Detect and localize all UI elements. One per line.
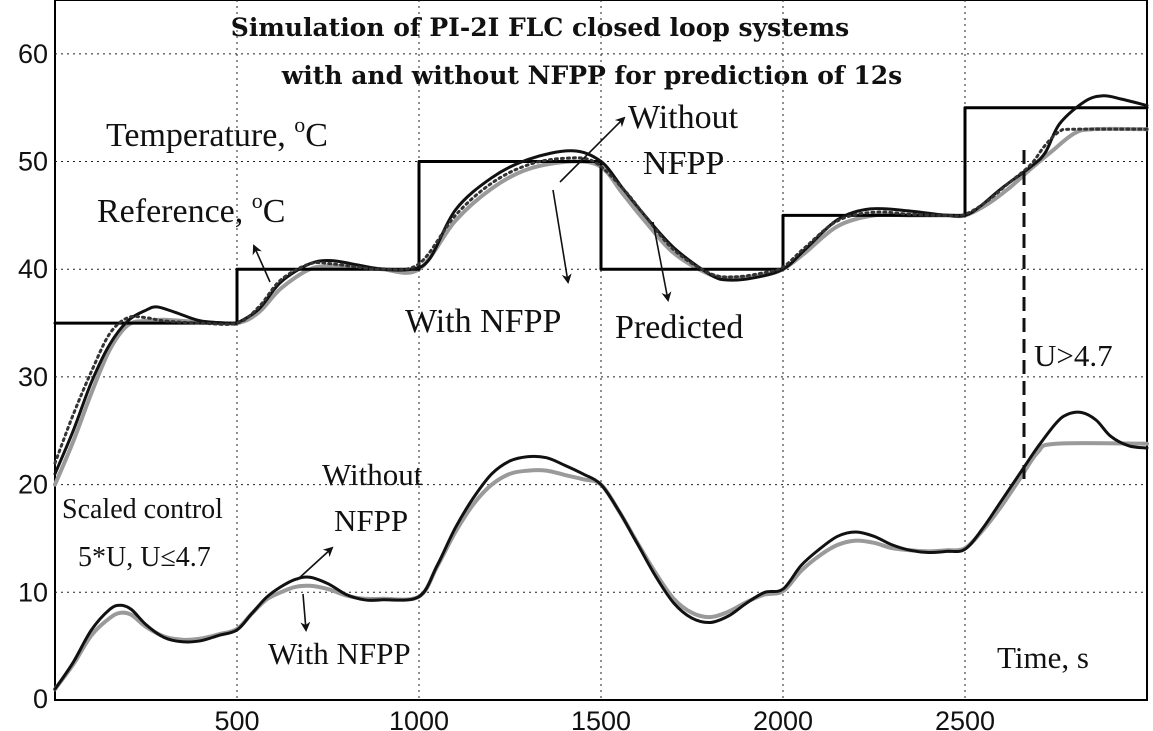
arrow-without-nfpp-top	[559, 116, 626, 183]
reference-unit: C	[263, 193, 286, 230]
temperature-label-text: Temperature,	[106, 117, 294, 154]
without-nfpp-top-label-line-2: NFPP	[643, 145, 724, 182]
control-without-nfpp-line	[53, 410, 1149, 691]
arrow-with-nfpp-top	[552, 189, 572, 284]
svg-text:Reference, oC: Reference, oC	[97, 188, 285, 230]
without-nfpp-bottom-label-line-1: Without	[322, 457, 423, 492]
y-tick-label: 0	[33, 684, 48, 714]
y-tick-label: 10	[18, 577, 48, 607]
arrow-with-nfpp-bottom	[300, 593, 311, 632]
y-tick-label: 40	[18, 254, 48, 284]
reference-label-text: Reference,	[97, 193, 252, 230]
temperature-label: Temperature, oC	[106, 112, 328, 154]
svg-text:Temperature, oC: Temperature, oC	[106, 112, 328, 154]
reference-label: Reference, oC	[97, 188, 285, 230]
with-nfpp-top-label: With NFPP	[405, 303, 561, 340]
x-tick-label: 2000	[753, 706, 813, 731]
x-tick-label: 1500	[571, 706, 631, 731]
without-nfpp-top-label-line-1: Without	[628, 99, 739, 136]
x-tick-label: 500	[214, 706, 259, 731]
x-tick-label: 1000	[389, 706, 449, 731]
tick-labels: 500 1000 1500 2000 2500 0 10 20 30 40 50 60	[18, 39, 995, 731]
x-tick-label: 2500	[935, 706, 995, 731]
with-nfpp-bottom-label: With NFPP	[268, 636, 411, 671]
temperature-degree: o	[294, 112, 305, 137]
x-axis-label: Time, s	[997, 640, 1089, 675]
y-tick-label: 20	[18, 470, 48, 500]
u-limit-label: U>4.7	[1034, 338, 1113, 373]
y-tick-label: 60	[18, 39, 48, 69]
y-tick-label: 50	[18, 147, 48, 177]
arrow-reference	[252, 244, 271, 283]
predicted-label: Predicted	[615, 309, 743, 346]
arrow-predicted	[652, 221, 672, 302]
scaled-control-label-line-2: 5*U, U≤4.7	[78, 542, 211, 573]
predicted-temperature-line	[53, 127, 1149, 465]
without-nfpp-bottom-label-line-2: NFPP	[334, 503, 408, 538]
chart-title-line-1: Simulation of PI-2I FLC closed loop syst…	[231, 13, 849, 42]
scaled-control-label-line-1: Scaled control	[62, 494, 223, 525]
chart-title-line-2: with and without NFPP for prediction of …	[281, 61, 902, 90]
y-tick-label: 30	[18, 362, 48, 392]
arrow-without-nfpp-bottom	[296, 546, 334, 581]
reference-step-line	[53, 106, 1149, 325]
temperature-unit: C	[305, 117, 328, 154]
reference-degree: o	[252, 188, 263, 213]
